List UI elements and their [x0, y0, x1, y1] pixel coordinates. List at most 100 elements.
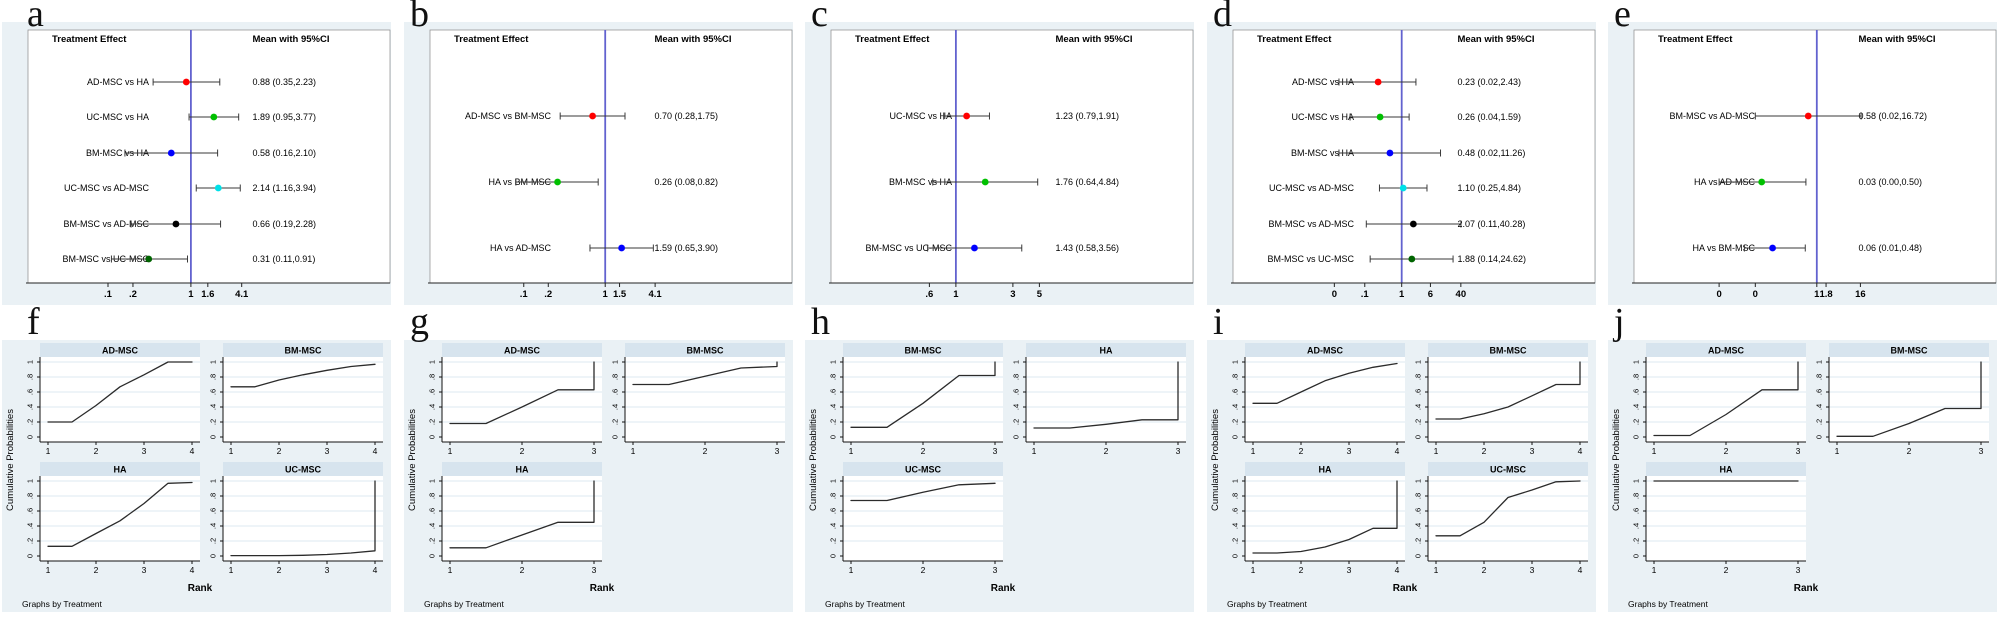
rank-subplot: HA 0 .2 .4 .6 .8 1 1 2 3	[428, 462, 602, 575]
effect-marker	[172, 220, 180, 228]
forest-row: AD-MSC vs HA 0.88 (0.35,2.23)	[87, 77, 316, 87]
subplot-title: AD-MSC	[504, 346, 540, 356]
y-tick-label: .8	[1632, 493, 1641, 499]
x-tick-label: 2	[94, 565, 99, 575]
y-tick-label: .4	[1815, 404, 1824, 410]
x-tick-label: 1	[631, 446, 636, 456]
effect-marker	[971, 244, 978, 252]
y-tick-label: .8	[428, 493, 437, 499]
subplot-body	[442, 357, 602, 442]
cumulative-curve	[1836, 361, 1982, 437]
forest-row: UC-MSC vs HA 0.26 (0.04,1.59)	[1292, 112, 1521, 122]
y-axis-title: Cumulative Probabilities	[5, 409, 16, 511]
rank-subplot: BM-MSC 0 .2 .4 .6 .8 1 1 2 3	[611, 343, 785, 456]
row-label: HA vs AD-MSC	[490, 243, 552, 253]
y-tick-label: .2	[209, 419, 218, 425]
forest-row: UC-MSC vs HA 1.23 (0.79,1.91)	[890, 111, 1119, 121]
rank-subplot: AD-MSC 0 .2 .4 .6 .8 1 1 2 3 4	[1231, 343, 1405, 456]
y-tick-label: .4	[26, 523, 35, 529]
x-tick-label: 2	[703, 446, 708, 456]
column-header-treatment-effect: Treatment Effect	[855, 34, 930, 45]
x-tick-label: 16	[1855, 289, 1866, 300]
row-value: 0.26 (0.04,1.59)	[1457, 112, 1521, 122]
x-tick-label: 4.1	[649, 289, 663, 300]
subplot-body	[40, 476, 200, 561]
y-tick-label: 1	[1815, 360, 1824, 364]
rank-subplot: BM-MSC 0 .2 .4 .6 .8 1 1 2 3	[829, 343, 1003, 456]
subplot-title: BM-MSC	[687, 346, 724, 356]
x-tick-label: .2	[129, 289, 137, 300]
x-tick-label: 1	[1032, 446, 1037, 456]
subplot-body	[223, 357, 383, 442]
panel-i: i Cumulative Probabilities AD-MSC 0 .2 .4 .6.…	[1205, 301, 1606, 622]
row-value: 0.06 (0.01,0.48)	[1858, 243, 1922, 253]
x-axis-title: Rank	[1393, 583, 1418, 594]
x-tick-label: 2	[1299, 565, 1304, 575]
forest-row: BM-MSC vs UC-MSC 1.88 (0.14,24.62)	[1268, 254, 1527, 264]
column-header-treatment-effect: Treatment Effect	[1658, 34, 1733, 45]
row-value: 2.07 (0.11,40.28)	[1457, 219, 1525, 229]
y-tick-label: .2	[1632, 419, 1641, 425]
row-label: BM-MSC vs UC-MSC	[1268, 254, 1355, 264]
panel-letter-j: j	[1614, 301, 1625, 343]
x-tick-label: 1	[603, 289, 609, 300]
rank-subplot: HA 0 .2 .4 .6 .8 1 1 2 3	[1012, 343, 1186, 456]
y-tick-label: .8	[1231, 374, 1240, 380]
rank-subplot: AD-MSC 0 .2 .4 .6 .8 1 1 2 3 4	[26, 343, 200, 456]
plot-frame	[27, 29, 391, 284]
y-tick-label: .8	[1231, 493, 1240, 499]
x-tick-label: 1.6	[201, 289, 214, 300]
y-tick-label: 0	[1414, 435, 1423, 439]
x-tick-label: 2	[1104, 446, 1109, 456]
y-tick-label: .2	[1231, 538, 1240, 544]
forest-row: BM-MSC vs UC-MSC 0.31 (0.11,0.91)	[63, 254, 316, 264]
subplot-body	[1245, 476, 1405, 561]
subplot-title: BM-MSC	[1490, 346, 1527, 356]
subplot-title-strip	[1646, 462, 1806, 476]
y-tick-label: .2	[1231, 419, 1240, 425]
x-tick-label: 3	[592, 446, 597, 456]
row-label: BM-MSC vs AD-MSC	[1269, 219, 1355, 229]
cumulative-curve	[230, 480, 376, 557]
x-tick-label: 4	[190, 565, 195, 575]
forest-row: BM-MSC vs HA 0.48 (0.02,11.26)	[1291, 148, 1525, 158]
forest-svg: Treatment Effect Mean with 95%CI AD-MSC vs…	[2, 22, 391, 305]
x-tick-label: .1	[520, 289, 529, 300]
x-tick-label: 2	[1724, 446, 1729, 456]
effect-marker	[1376, 113, 1384, 121]
forest-row: AD-MSC vs BM-MSC 0.70 (0.28,1.75)	[465, 111, 718, 121]
panel-letter-b: b	[410, 0, 429, 35]
y-tick-label: .6	[1414, 389, 1423, 395]
panel-f: f Cumulative Probabilities AD-MSC 0 .2 .4 .6.…	[0, 301, 401, 622]
by-note: Graphs by Treatment	[1628, 599, 1708, 609]
y-tick-label: .4	[1414, 523, 1423, 529]
x-tick-label: 1	[1251, 446, 1256, 456]
y-tick-label: 1	[428, 360, 437, 364]
subplot-title-strip	[1026, 343, 1186, 357]
row-value: 1.59 (0.65,3.90)	[654, 243, 718, 253]
x-tick-label: 2	[921, 565, 926, 575]
effect-marker	[618, 244, 626, 252]
y-tick-label: 0	[829, 435, 838, 439]
rank-svg: Cumulative Probabilities AD-MSC 0 .2 .4 .6 .8 1…	[1608, 340, 1997, 612]
y-tick-label: .8	[1815, 374, 1824, 380]
x-tick-label: .1	[104, 289, 113, 300]
by-note: Graphs by Treatment	[424, 599, 504, 609]
row-value: 1.89 (0.95,3.77)	[252, 112, 316, 122]
y-tick-label: .8	[26, 493, 35, 499]
y-tick-label: 0	[829, 554, 838, 558]
rank-svg: Cumulative Probabilities AD-MSC 0 .2 .4 .6 .8 1…	[1207, 340, 1596, 612]
row-label: UC-MSC vs HA	[890, 111, 953, 121]
y-tick-label: .8	[26, 374, 35, 380]
row-label: AD-MSC vs HA	[1292, 77, 1354, 87]
cumulative-curve	[449, 480, 595, 549]
panel-letter-h: h	[811, 301, 830, 343]
y-tick-label: .6	[428, 389, 437, 395]
subplot-title-strip	[40, 462, 200, 476]
column-header-mean-ci: Mean with 95%CI	[1858, 34, 1935, 45]
panel-g: g Cumulative Probabilities AD-MSC 0 .2 .4 .6.…	[402, 301, 803, 622]
cumulative-curve	[1252, 480, 1398, 554]
x-tick-label: 4.1	[235, 289, 249, 300]
rank-subplot: HA 0 .2 .4 .6 .8 1 1 2 3 4	[1231, 462, 1405, 575]
effect-marker	[589, 112, 596, 120]
